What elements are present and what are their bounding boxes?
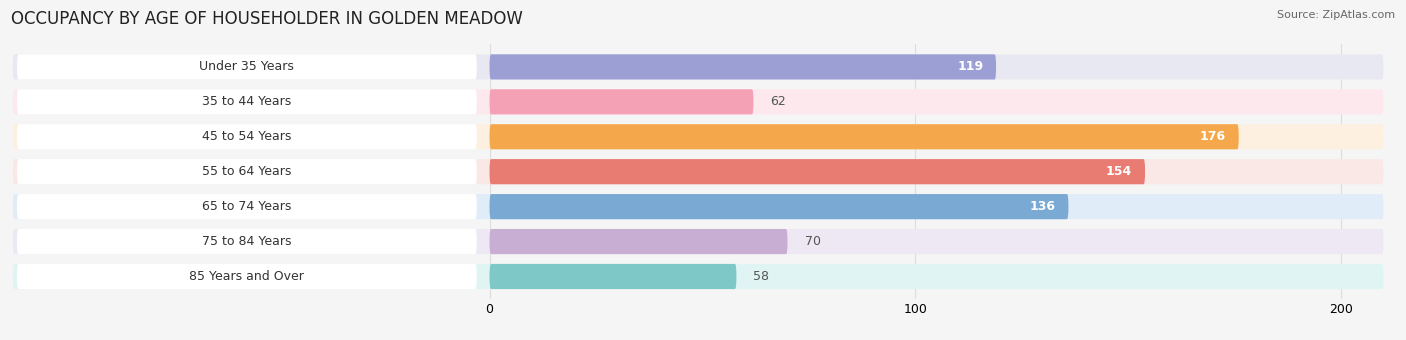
FancyBboxPatch shape [489,264,737,289]
FancyBboxPatch shape [489,229,787,254]
Text: 70: 70 [804,235,821,248]
FancyBboxPatch shape [17,89,477,115]
Text: 85 Years and Over: 85 Years and Over [190,270,304,283]
Text: 154: 154 [1107,165,1132,178]
FancyBboxPatch shape [489,159,1144,184]
Text: 35 to 44 Years: 35 to 44 Years [202,95,291,108]
FancyBboxPatch shape [13,229,1384,254]
FancyBboxPatch shape [13,54,1384,80]
FancyBboxPatch shape [13,194,1384,219]
Text: 45 to 54 Years: 45 to 54 Years [202,130,291,143]
FancyBboxPatch shape [13,159,1384,184]
Text: 62: 62 [770,95,786,108]
Text: OCCUPANCY BY AGE OF HOUSEHOLDER IN GOLDEN MEADOW: OCCUPANCY BY AGE OF HOUSEHOLDER IN GOLDE… [11,10,523,28]
Text: 58: 58 [754,270,769,283]
Text: 119: 119 [957,61,983,73]
FancyBboxPatch shape [17,229,477,254]
FancyBboxPatch shape [17,54,477,80]
FancyBboxPatch shape [17,124,477,149]
FancyBboxPatch shape [489,89,754,115]
Text: 136: 136 [1029,200,1056,213]
FancyBboxPatch shape [13,124,1384,149]
Text: 55 to 64 Years: 55 to 64 Years [202,165,291,178]
Text: 75 to 84 Years: 75 to 84 Years [202,235,291,248]
FancyBboxPatch shape [17,264,477,289]
FancyBboxPatch shape [17,159,477,184]
Text: Source: ZipAtlas.com: Source: ZipAtlas.com [1277,10,1395,20]
FancyBboxPatch shape [489,194,1069,219]
FancyBboxPatch shape [13,264,1384,289]
Text: 176: 176 [1199,130,1226,143]
FancyBboxPatch shape [489,54,995,80]
FancyBboxPatch shape [13,89,1384,115]
FancyBboxPatch shape [489,124,1239,149]
Text: Under 35 Years: Under 35 Years [200,61,294,73]
FancyBboxPatch shape [17,194,477,219]
Text: 65 to 74 Years: 65 to 74 Years [202,200,291,213]
